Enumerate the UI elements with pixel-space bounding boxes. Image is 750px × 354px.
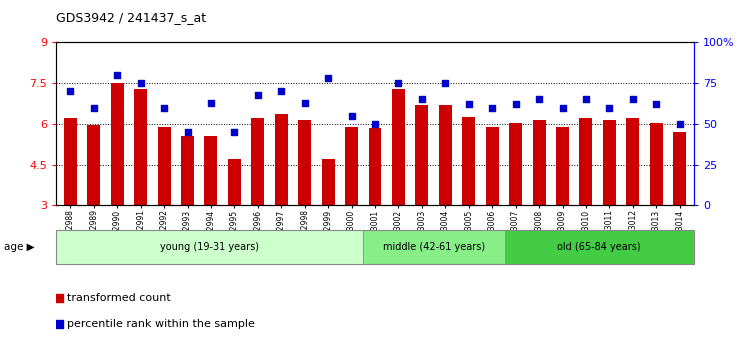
Bar — [650, 122, 663, 205]
Bar — [556, 127, 569, 205]
Point — [486, 105, 498, 110]
Bar — [626, 119, 639, 205]
Point — [228, 129, 240, 135]
Bar — [368, 128, 382, 205]
Bar — [363, 230, 505, 264]
Point — [580, 97, 592, 102]
Bar — [580, 119, 592, 205]
Point — [53, 321, 65, 326]
Bar — [532, 120, 545, 205]
Point — [298, 100, 310, 105]
Bar — [462, 117, 476, 205]
Point — [322, 75, 334, 81]
Point — [158, 105, 170, 110]
Point — [556, 105, 568, 110]
Bar — [228, 159, 241, 205]
Text: GDS3942 / 241437_s_at: GDS3942 / 241437_s_at — [56, 11, 206, 24]
Point — [88, 105, 100, 110]
Point — [252, 92, 264, 97]
Bar — [603, 120, 616, 205]
Point — [111, 72, 123, 78]
Bar — [322, 159, 334, 205]
Bar — [505, 230, 694, 264]
Point — [440, 80, 452, 86]
Point — [135, 80, 147, 86]
Point — [205, 100, 217, 105]
Bar — [416, 105, 428, 205]
Bar — [111, 83, 124, 205]
Point — [416, 97, 428, 102]
Point — [346, 113, 358, 119]
Point — [533, 97, 545, 102]
Bar — [64, 119, 76, 205]
Bar — [181, 136, 194, 205]
Point — [369, 121, 381, 127]
Bar — [251, 119, 264, 205]
Bar — [205, 136, 218, 205]
Point — [603, 105, 615, 110]
Point — [463, 102, 475, 107]
Bar — [298, 120, 311, 205]
Point — [392, 80, 404, 86]
Bar — [674, 132, 686, 205]
Bar — [509, 122, 522, 205]
Point — [275, 88, 287, 94]
Bar — [392, 88, 405, 205]
Text: middle (42-61 years): middle (42-61 years) — [383, 242, 485, 252]
Bar — [486, 127, 499, 205]
Bar — [87, 125, 100, 205]
Point — [64, 88, 76, 94]
Point — [674, 121, 686, 127]
Point — [650, 102, 662, 107]
Bar — [439, 105, 452, 205]
Bar — [158, 127, 170, 205]
Text: young (19-31 years): young (19-31 years) — [160, 242, 260, 252]
Text: percentile rank within the sample: percentile rank within the sample — [67, 319, 254, 329]
Bar — [274, 114, 288, 205]
Point — [510, 102, 522, 107]
Point — [627, 97, 639, 102]
Point — [53, 295, 65, 301]
Text: old (65-84 years): old (65-84 years) — [557, 242, 641, 252]
Text: transformed count: transformed count — [67, 293, 170, 303]
Bar — [134, 88, 147, 205]
Point — [182, 129, 194, 135]
Bar — [56, 230, 363, 264]
Text: age ▶: age ▶ — [4, 242, 34, 252]
Bar — [345, 127, 358, 205]
